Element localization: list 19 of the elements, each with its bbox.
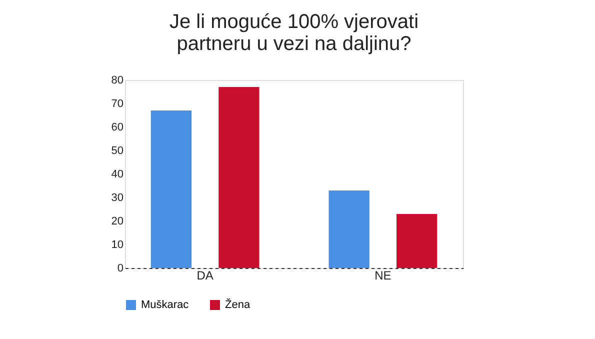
y-tick-label: 0 <box>117 262 124 274</box>
bar <box>150 110 192 268</box>
y-tick-label: 60 <box>111 122 124 134</box>
y-tick-label: 40 <box>111 168 124 180</box>
y-tick-label: 80 <box>111 74 124 86</box>
y-tick-label: 10 <box>111 239 124 251</box>
legend-label: Muškarac <box>141 299 190 311</box>
bar <box>328 190 370 268</box>
y-tick-label: 20 <box>111 216 124 228</box>
text: partneru u vezi na daljinu? <box>176 33 412 55</box>
bar <box>396 214 438 268</box>
x-tick-label: DA <box>196 268 214 282</box>
x-tick-label: NE <box>374 268 392 282</box>
legend-label: Žena <box>225 298 251 311</box>
text: Je li moguće 100% vjerovati <box>169 11 419 33</box>
y-tick-label: 50 <box>111 145 124 157</box>
bar <box>218 87 260 268</box>
y-tick-label: 70 <box>111 98 124 110</box>
y-tick-label: 30 <box>111 192 124 204</box>
